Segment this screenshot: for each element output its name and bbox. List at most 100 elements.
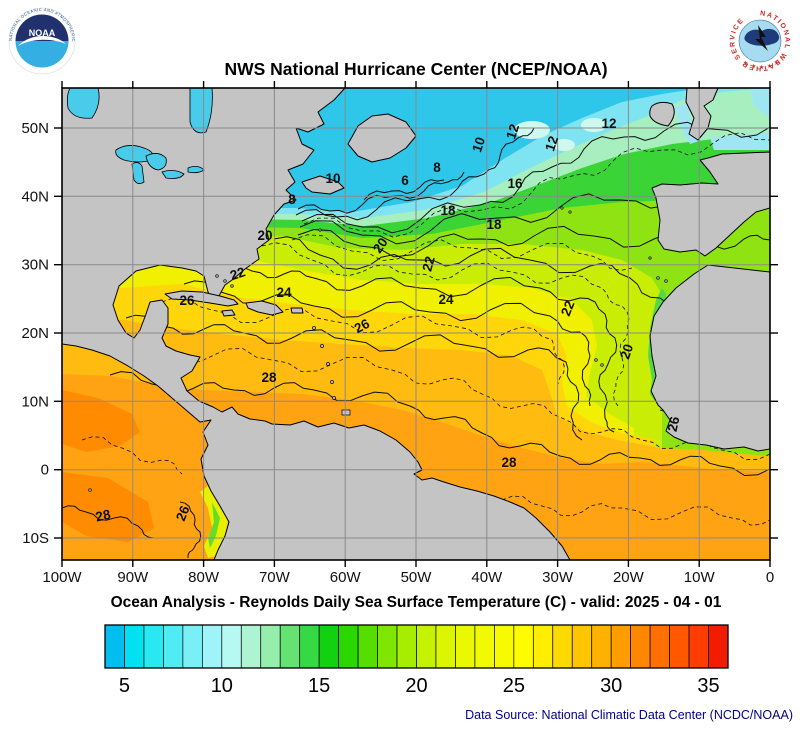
- isotherm-label: 26: [173, 503, 193, 523]
- nws-logo: NATIONAL WEATHER SERVICE ★ ★ ★ ★ ★: [728, 9, 792, 73]
- colorbar-tick-label: 35: [697, 675, 719, 697]
- isotherm-label: 22: [558, 299, 578, 319]
- map-canvas: [62, 88, 770, 560]
- island-bermuda: [318, 228, 322, 232]
- star-icon: ★: [774, 60, 779, 67]
- nws-cloud-icon: [744, 28, 780, 46]
- peru-upwelling-core: [208, 502, 220, 548]
- land-jamaica: [221, 309, 236, 317]
- colorbar-segment: [669, 624, 690, 669]
- lake-michigan: [131, 162, 145, 184]
- longitude-label: 70W: [259, 569, 291, 586]
- star-icon: ★: [743, 60, 748, 67]
- north-sea-water: [750, 88, 770, 118]
- isotherm-label: 10: [325, 171, 340, 186]
- isotherm-label: 12: [601, 116, 616, 131]
- isotherm-label: 8: [288, 192, 296, 207]
- colorbar-segment: [688, 624, 709, 669]
- island-trinidad: [341, 409, 351, 416]
- colorbar-segment: [201, 624, 223, 669]
- sst-warm-patch: [62, 472, 154, 542]
- colorbar-segment: [279, 624, 301, 669]
- colorbar-segment: [124, 624, 145, 669]
- island-bahamas: [215, 274, 219, 278]
- latitude-label: 50N: [21, 120, 49, 137]
- colorbar-segment: [649, 624, 670, 669]
- star-icon: ★: [751, 63, 756, 70]
- isotherm-label: 12: [542, 134, 561, 153]
- colorbar-segment: [630, 624, 651, 669]
- lake-hudson-bay: [66, 88, 100, 119]
- noaa-acronym: NOAA: [29, 28, 56, 38]
- noaa-logo-sea: [15, 41, 69, 68]
- longitude-label: 90W: [117, 569, 149, 586]
- lake-huron: [145, 153, 167, 171]
- colorbar-segment: [435, 624, 456, 669]
- landmasses: [62, 88, 770, 560]
- isotherm-label: 6: [401, 173, 409, 188]
- isotherm-label: 24: [438, 292, 454, 307]
- island-cape-verde: [600, 363, 604, 367]
- isotherm-label: 18: [486, 217, 502, 232]
- latitude-label: 40N: [21, 188, 49, 205]
- map-ticks: [54, 81, 778, 567]
- longitude-label: 60W: [330, 569, 362, 586]
- isotherm-label: 16: [507, 176, 523, 191]
- sst-warm-patch: [62, 390, 140, 452]
- isotherm-label: 28: [501, 455, 517, 470]
- island-madeira: [648, 256, 652, 260]
- land-hispaniola: [245, 300, 284, 316]
- colorbar-frame: [104, 624, 729, 669]
- colorbar-segment: [474, 624, 495, 669]
- colorbar: 5 10 15 20 25 30 35: [104, 624, 729, 697]
- colorbar-segment: [338, 624, 359, 669]
- colorbar-segment: [591, 624, 612, 669]
- isotherm-label: 28: [261, 370, 277, 385]
- longitude-label: 50W: [401, 569, 433, 586]
- island: [332, 396, 336, 400]
- colorbar-segment: [396, 624, 417, 669]
- sst-cold-patch: [514, 121, 550, 139]
- latitude-label: 30N: [21, 257, 49, 274]
- longitude-label: 20W: [613, 569, 645, 586]
- map-caption: Ocean Analysis - Reynolds Daily Sea Surf…: [111, 594, 722, 611]
- island-cape-verde: [594, 358, 598, 362]
- graticule: [62, 88, 770, 560]
- land-north-south-america: [62, 88, 571, 560]
- colorbar-tick-label: 15: [308, 675, 330, 697]
- colorbar-segment: [163, 624, 184, 669]
- isotherm-label: 26: [665, 415, 683, 433]
- isotherm-contours: [62, 121, 770, 559]
- colorbar-segment: [221, 624, 242, 669]
- longitude-label: 10W: [684, 569, 716, 586]
- colorbar-segment: [182, 624, 203, 669]
- latitude-label: 20N: [21, 325, 49, 342]
- colorbar-segment: [610, 624, 632, 669]
- sst-cold-patch: [553, 139, 575, 151]
- isotherm-label: 8: [433, 160, 441, 175]
- latitude-label: 10S: [22, 530, 49, 547]
- nws-lightning-icon: [755, 25, 768, 51]
- nws-stars: ★ ★ ★ ★ ★: [743, 60, 779, 71]
- star-icon: ★: [767, 63, 772, 70]
- longitude-label: 0: [766, 569, 774, 586]
- noaa-gull-icon: [18, 35, 66, 46]
- island: [326, 362, 330, 366]
- page-title: NWS National Hurricane Center (NCEP/NOAA…: [224, 59, 607, 79]
- latitude-label: 0: [41, 462, 49, 479]
- colorbar-segment: [571, 624, 593, 669]
- colorbar-tick-label: 30: [600, 675, 622, 697]
- colorbar-segment: [455, 624, 476, 669]
- land-africa: [649, 264, 770, 452]
- colorbar-segment: [416, 624, 437, 669]
- isotherm-label: 10: [469, 135, 488, 154]
- island-azores: [568, 210, 572, 214]
- isotherm-label: 22: [419, 255, 437, 273]
- isotherm-label: 26: [352, 316, 373, 337]
- island-bahamas: [223, 279, 227, 283]
- longitude-label: 30W: [542, 569, 574, 586]
- isotherm-label: 18: [440, 203, 456, 218]
- island-galapagos: [88, 488, 92, 492]
- isotherm-label: 24: [276, 285, 292, 300]
